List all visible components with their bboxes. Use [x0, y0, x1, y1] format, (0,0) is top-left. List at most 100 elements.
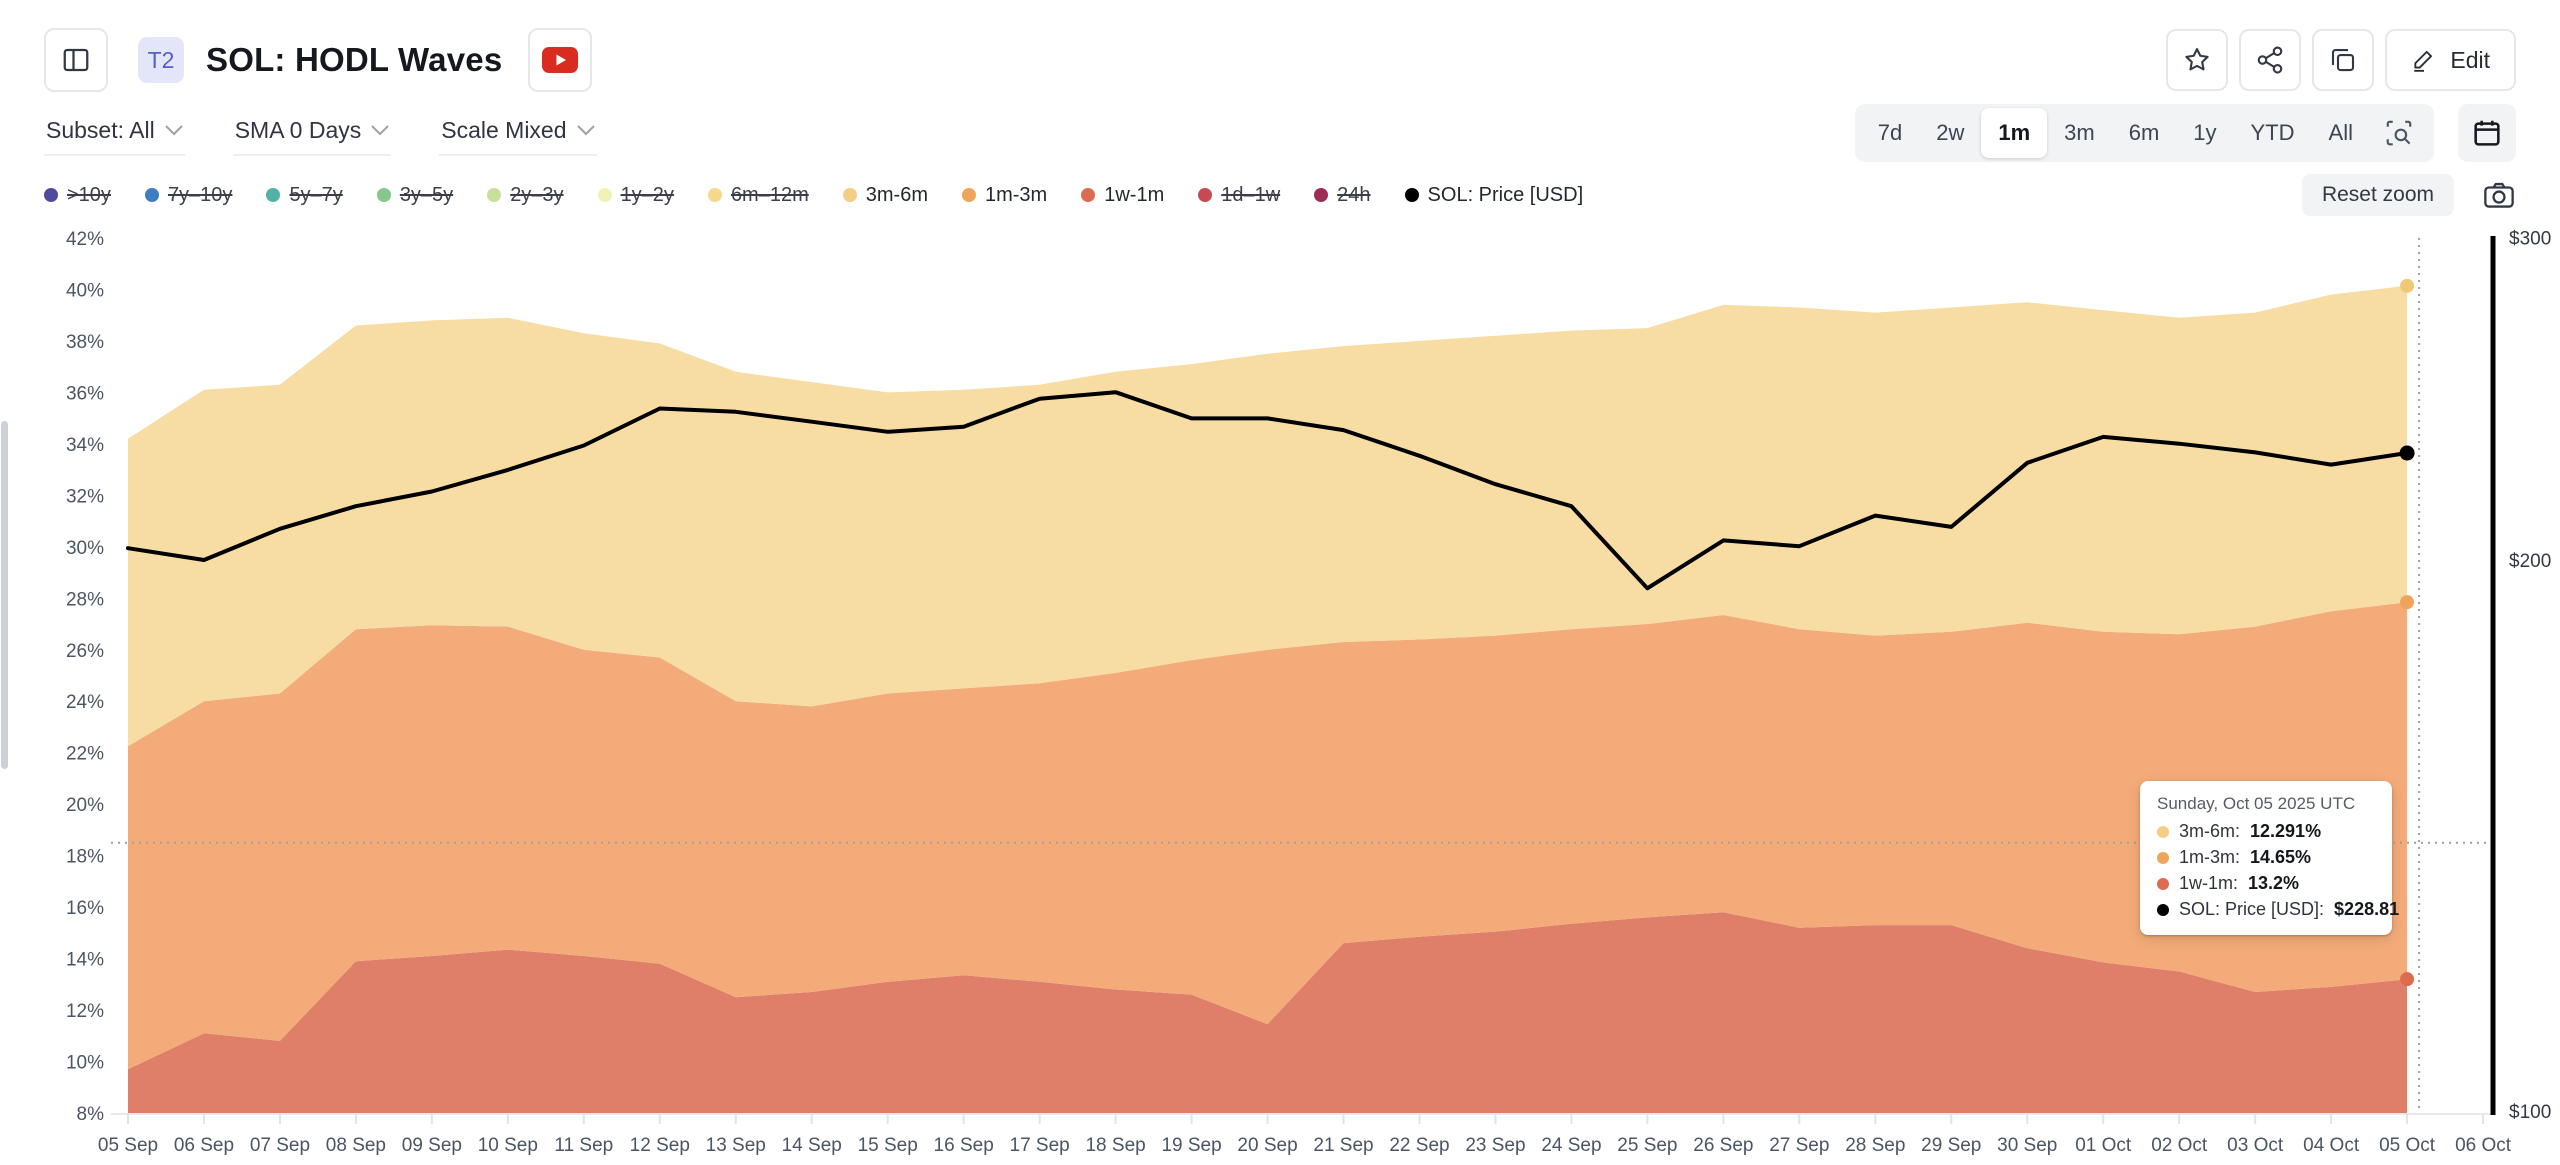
marker-3m-6m — [2400, 278, 2415, 293]
range-button-1y[interactable]: 1y — [2193, 120, 2217, 145]
tooltip-series-label: 1m-3m: — [2179, 846, 2241, 867]
area-3m-6m[interactable] — [128, 285, 2408, 747]
x-axis-label: 20 Sep — [1237, 1135, 1297, 1156]
youtube-button[interactable] — [528, 28, 593, 92]
legend-item-label: 1w-1m — [1104, 183, 1165, 206]
x-axis-label: 11 Sep — [554, 1135, 613, 1156]
copy-icon — [2332, 48, 2355, 72]
legend-dot-icon — [1404, 188, 1419, 202]
legend-item-label: 3m-6m — [865, 183, 928, 206]
legend-item-24h[interactable]: 24h — [1314, 184, 1371, 207]
tooltip-series-value: 13.2% — [2248, 872, 2300, 893]
x-axis-label: 27 Sep — [1769, 1135, 1829, 1156]
legend: >10y 7y–10y 5y–7y 3y–5y 2y–3y 1y–2y 6m–12m 3m-6… — [44, 184, 1617, 207]
y-axis-label: 14% — [66, 950, 104, 971]
reset-zoom-button[interactable]: Reset zoom — [2301, 174, 2454, 216]
legend-item-label: SOL: Price [USD] — [1427, 183, 1584, 206]
legend-item-label: 1m-3m — [984, 183, 1048, 206]
area-1w-1m[interactable] — [128, 912, 2408, 1113]
legend-dot-icon — [842, 188, 857, 202]
legend-item-2y-3y[interactable]: 2y–3y — [487, 184, 564, 207]
legend-item-1d-1w[interactable]: 1d–1w — [1198, 184, 1280, 207]
legend-dot-icon — [1198, 188, 1213, 202]
tooltip-series-value: 12.291% — [2250, 821, 2322, 841]
copy-button[interactable] — [2312, 29, 2375, 91]
chevron-down-icon — [576, 124, 595, 135]
legend-item-3m-6m[interactable]: 3m-6m — [842, 183, 928, 207]
y-axis-label: 42% — [66, 229, 104, 250]
calendar-icon — [2474, 120, 2500, 146]
y-axis-label: 24% — [66, 692, 104, 713]
x-axis-label: 12 Sep — [630, 1135, 690, 1156]
legend-item--10y[interactable]: >10y — [44, 184, 111, 207]
range-button-3m[interactable]: 3m — [2064, 120, 2095, 145]
legend-row: >10y 7y–10y 5y–7y 3y–5y 2y–3y 1y–2y 6m–12m 3m-6… — [0, 172, 2560, 218]
range-button-1m[interactable]: 1m — [1981, 108, 2048, 158]
range-button-6m[interactable]: 6m — [2128, 120, 2160, 145]
scale-dropdown[interactable]: Scale Mixed — [439, 111, 597, 156]
x-axis-label: 21 Sep — [1313, 1135, 1373, 1156]
chevron-down-icon — [164, 124, 183, 135]
legend-item-1w-1m[interactable]: 1w-1m — [1081, 184, 1164, 207]
share-icon — [2258, 46, 2283, 74]
x-axis-label: 16 Sep — [934, 1135, 994, 1156]
legend-item-label: 1d–1w — [1221, 183, 1281, 206]
y-axis-label: 40% — [66, 280, 104, 301]
legend-dot-icon — [961, 188, 976, 202]
x-axis-label: 13 Sep — [706, 1135, 766, 1156]
x-axis-label: 30 Sep — [1997, 1135, 2057, 1156]
range-button-2w[interactable]: 2w — [1936, 120, 1965, 145]
sma-dropdown[interactable]: SMA 0 Days — [232, 111, 392, 156]
y-axis-label: 30% — [66, 538, 104, 559]
zoom-select-button[interactable] — [2370, 118, 2428, 148]
legend-item-7y-10y[interactable]: 7y–10y — [144, 184, 232, 207]
x-axis-label: 17 Sep — [1010, 1135, 1070, 1156]
range-button-7d[interactable]: 7d — [1877, 120, 1903, 145]
legend-item-label: 5y–7y — [289, 183, 343, 206]
range-button-ytd[interactable]: YTD — [2250, 120, 2295, 145]
legend-item-label: 6m–12m — [730, 183, 809, 206]
legend-item-5y-7y[interactable]: 5y–7y — [266, 183, 343, 207]
legend-dot-icon — [144, 188, 159, 202]
range-button-all[interactable]: All — [2328, 120, 2353, 145]
tooltip-row: 1w-1m: 13.2% — [2157, 873, 2375, 895]
page-title: SOL: HODL Waves — [206, 41, 503, 78]
screenshot-button[interactable] — [2482, 180, 2516, 210]
chart-tooltip: Sunday, Oct 05 2025 UTC 3m-6m: 12.291% 1m… — [2140, 781, 2399, 935]
y-axis-label: 20% — [66, 795, 104, 816]
legend-item-6m-12m[interactable]: 6m–12m — [707, 183, 809, 207]
subset-dropdown[interactable]: Subset: All — [44, 111, 185, 156]
price-axis-label: $100 — [2509, 1102, 2551, 1123]
y-axis-label: 8% — [77, 1104, 105, 1125]
legend-item-sol-price-usd-[interactable]: SOL: Price [USD] — [1404, 183, 1584, 207]
legend-dot-icon — [487, 188, 502, 202]
page-scrollbar[interactable] — [1, 421, 8, 769]
area-1m-3m[interactable] — [128, 602, 2408, 1070]
subset-dropdown-label: Subset: All — [46, 116, 155, 143]
sidebar-toggle-button[interactable] — [44, 28, 108, 92]
legend-item-3y-5y[interactable]: 3y–5y — [376, 184, 453, 207]
x-axis-label: 02 Oct — [2151, 1135, 2208, 1156]
zoom-area-icon — [2386, 120, 2412, 146]
legend-item-label: 1y–2y — [620, 183, 674, 206]
edit-button[interactable]: Edit — [2385, 29, 2516, 91]
marker-1m-3m — [2400, 595, 2415, 610]
y-axis-label: 16% — [66, 898, 104, 919]
x-axis-label: 22 Sep — [1389, 1135, 1449, 1156]
favorite-button[interactable] — [2166, 29, 2229, 91]
legend-dot-icon — [707, 188, 722, 202]
legend-dot-icon — [1314, 188, 1329, 202]
share-button[interactable] — [2239, 29, 2302, 91]
price-axis-label: $200 — [2509, 551, 2551, 572]
price-line[interactable] — [126, 390, 2410, 591]
chevron-down-icon — [371, 124, 389, 135]
camera-icon — [2484, 182, 2514, 208]
tooltip-row: SOL: Price [USD]: $228.81 — [2157, 899, 2399, 921]
calendar-button[interactable] — [2458, 104, 2516, 162]
tooltip-series-value: $228.81 — [2334, 898, 2400, 919]
legend-item-1m-3m[interactable]: 1m-3m — [961, 183, 1048, 207]
legend-item-1y-2y[interactable]: 1y–2y — [597, 183, 674, 207]
tooltip-row: 3m-6m: 12.291% — [2157, 821, 2375, 843]
